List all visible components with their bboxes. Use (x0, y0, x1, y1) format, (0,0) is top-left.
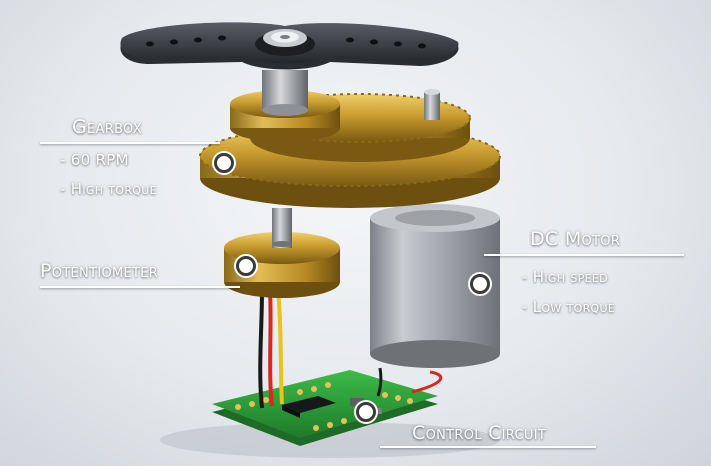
control-circuit-leader-line (380, 446, 596, 448)
potentiometer-title: Potentiometer (40, 260, 159, 282)
gearbox-title: Gearbox (72, 116, 142, 138)
dc-motor-leader-line (484, 254, 684, 256)
potentiometer-leader-line (40, 286, 240, 288)
control-circuit-marker-dot (356, 402, 376, 422)
gearbox-leader-line (40, 142, 220, 144)
gearbox-marker-dot (214, 153, 234, 173)
control-circuit-title: Control Circuit (412, 422, 547, 444)
gearbox-spec-rpm: - 60 RPM (60, 151, 129, 169)
dc-motor-title: DC Motor (530, 228, 621, 250)
dc-motor-spec-speed: - High speed (522, 268, 608, 286)
dc-motor-marker-dot (470, 274, 490, 294)
gearbox-spec-torque: - High torque (60, 180, 157, 198)
potentiometer-marker-dot (236, 256, 256, 276)
dc-motor-spec-torque: - Low torque (522, 298, 616, 316)
